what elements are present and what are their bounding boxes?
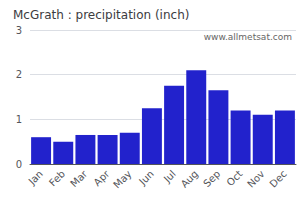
svg-text:Feb: Feb xyxy=(47,168,67,188)
svg-text:Apr: Apr xyxy=(91,167,112,188)
svg-text:McGrath : precipitation (inch): McGrath : precipitation (inch) xyxy=(13,8,189,22)
svg-text:2: 2 xyxy=(16,69,22,80)
svg-text:Aug: Aug xyxy=(179,168,201,190)
svg-text:www.allmetsat.com: www.allmetsat.com xyxy=(204,32,292,42)
svg-text:May: May xyxy=(111,168,133,190)
svg-text:Dec: Dec xyxy=(267,168,288,189)
svg-text:Jun: Jun xyxy=(136,168,156,188)
svg-text:Mar: Mar xyxy=(68,167,90,189)
svg-text:Sep: Sep xyxy=(201,168,222,189)
svg-text:Jan: Jan xyxy=(26,168,45,187)
svg-text:1: 1 xyxy=(16,114,22,125)
svg-text:Jul: Jul xyxy=(161,168,178,185)
svg-text:Nov: Nov xyxy=(245,168,267,190)
svg-text:Oct: Oct xyxy=(224,168,244,188)
svg-text:3: 3 xyxy=(16,25,22,36)
svg-text:0: 0 xyxy=(16,159,22,170)
